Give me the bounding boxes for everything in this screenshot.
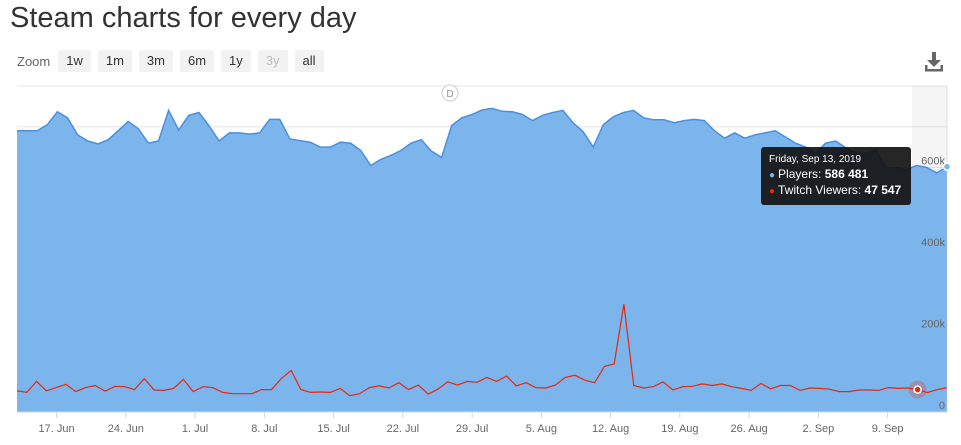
zoom-3y-button: 3y <box>257 50 288 72</box>
y-tick-label: 0 <box>939 400 945 412</box>
players-area <box>17 108 947 413</box>
page-title: Steam charts for every day <box>10 2 357 34</box>
zoom-label: Zoom <box>17 53 51 69</box>
chart-tooltip: Friday, Sep 13, 2019 ● Players: 586 481 ●… <box>761 147 911 205</box>
zoom-3m-button[interactable]: 3m <box>138 50 173 72</box>
x-tick-label: 12. Aug <box>592 423 629 435</box>
tooltip-series-value: 47 547 <box>864 183 902 197</box>
x-tick-label: 26. Aug <box>730 423 767 435</box>
hover-markers <box>908 86 952 412</box>
x-tick-label: 2. Sep <box>802 423 834 435</box>
players-line <box>17 107 948 174</box>
x-tick-label: 5. Aug <box>526 423 557 435</box>
zoom-1w-button[interactable]: 1w <box>58 50 91 72</box>
x-tick-label: 1. Jul <box>182 423 208 435</box>
y-tick-label: 600k <box>921 156 945 168</box>
x-tick-label: 29. Jul <box>456 423 488 435</box>
twitch-viewers-line <box>16 303 948 397</box>
tooltip-row-players: ● Players: 586 481 <box>769 167 869 181</box>
x-tick-label: 17. Jun <box>39 423 75 435</box>
axis-layer: 17. Jun 24. Jun 1. Jul 8. Jul 15. Jul 22. Jul… <box>17 156 947 435</box>
x-tick-label: 24. Jun <box>108 423 144 435</box>
players-bullet-icon: ● <box>769 170 776 181</box>
x-tick-label: 19. Aug <box>661 423 698 435</box>
zoom-bar: Zoom 1w 1m 3m 6m 1y 3y all <box>17 50 331 72</box>
flag-marker[interactable]: D <box>441 84 459 102</box>
tooltip-row-twitch: ● Twitch Viewers: 47 547 <box>769 183 902 197</box>
flag-marker-label: D <box>446 89 453 100</box>
y-tick-label: 200k <box>921 319 945 331</box>
twitch-hover-point <box>913 385 922 394</box>
x-tick-label: 15. Jul <box>317 423 349 435</box>
flag-marker-circle[interactable] <box>441 84 459 102</box>
y-tick-label: 400k <box>921 237 945 249</box>
x-tick-label: 8. Jul <box>251 423 277 435</box>
zoom-1m-button[interactable]: 1m <box>97 50 132 72</box>
tooltip-series-name: Twitch Viewers <box>778 183 858 197</box>
twitch-bullet-icon: ● <box>769 186 776 197</box>
tooltip-series-value: 586 481 <box>824 167 869 181</box>
tooltip-series-name: Players <box>778 167 819 181</box>
zoom-6m-button[interactable]: 6m <box>179 50 215 72</box>
x-tick-label: 22. Jul <box>387 423 419 435</box>
series-layer <box>16 107 948 413</box>
x-tick-label: 9. Sep <box>872 423 904 435</box>
download-icon[interactable] <box>924 51 944 73</box>
zoom-all-button[interactable]: all <box>294 50 324 72</box>
players-hover-point <box>942 162 952 171</box>
zoom-1y-button[interactable]: 1y <box>221 50 251 72</box>
tooltip-date: Friday, Sep 13, 2019 <box>769 154 862 165</box>
